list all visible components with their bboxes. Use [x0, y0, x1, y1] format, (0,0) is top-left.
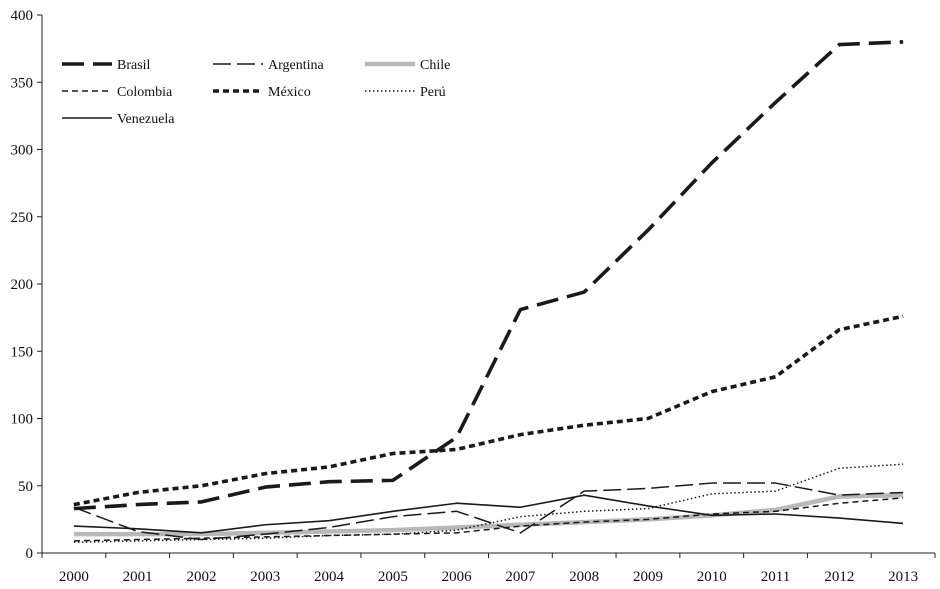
x-tick-label: 2001	[123, 569, 153, 585]
x-tick-label: 2010	[697, 569, 727, 585]
series-line-venezuela	[73, 494, 904, 534]
x-tick-label: 2005	[378, 569, 408, 585]
x-tick-label: 2004	[314, 569, 345, 585]
series-line-brasil	[73, 40, 904, 511]
x-tick-label: 2013	[888, 569, 918, 585]
legend-label-mexico: México	[268, 85, 311, 100]
series-line-chile	[73, 492, 904, 537]
series-line-colombia	[73, 497, 904, 542]
y-tick-label: 50	[18, 479, 33, 495]
legend-label-chile: Chile	[420, 58, 450, 73]
x-tick-label: 2011	[761, 569, 790, 585]
x-tick-label: 2008	[569, 569, 599, 585]
legend-label-argentina: Argentina	[268, 58, 325, 73]
y-tick-label: 400	[11, 8, 34, 24]
x-tick-label: 2003	[250, 569, 280, 585]
y-tick-label: 250	[11, 210, 34, 226]
legend-label-peru: Perú	[420, 85, 446, 100]
y-tick-label: 300	[11, 143, 34, 159]
series-layer	[73, 40, 904, 543]
y-tick-label: 150	[11, 344, 34, 360]
y-tick-label: 350	[11, 75, 34, 91]
x-tick-label: 2007	[505, 569, 536, 585]
axes: 0 50 100 150 200 250 300 350 400 2000 2001 2002 2003…	[11, 8, 936, 585]
legend-label-colombia: Colombia	[117, 85, 173, 100]
legend-label-venezuela: Venezuela	[117, 112, 175, 127]
series-line-mexico	[73, 314, 904, 507]
x-tick-label: 2012	[824, 569, 854, 585]
legend-label-brasil: Brasil	[117, 58, 151, 73]
y-tick-label: 0	[26, 546, 34, 562]
x-tick-label: 2009	[633, 569, 663, 585]
series-line-argentina	[73, 482, 904, 541]
x-tick-label: 2002	[186, 569, 216, 585]
x-tick-label: 2000	[59, 569, 89, 585]
x-tick-label: 2006	[442, 569, 473, 585]
legend: Brasil Argentina Chile Colombia México Perú Ve…	[62, 58, 450, 127]
y-tick-label: 200	[11, 277, 34, 293]
y-tick-label: 100	[11, 412, 34, 428]
